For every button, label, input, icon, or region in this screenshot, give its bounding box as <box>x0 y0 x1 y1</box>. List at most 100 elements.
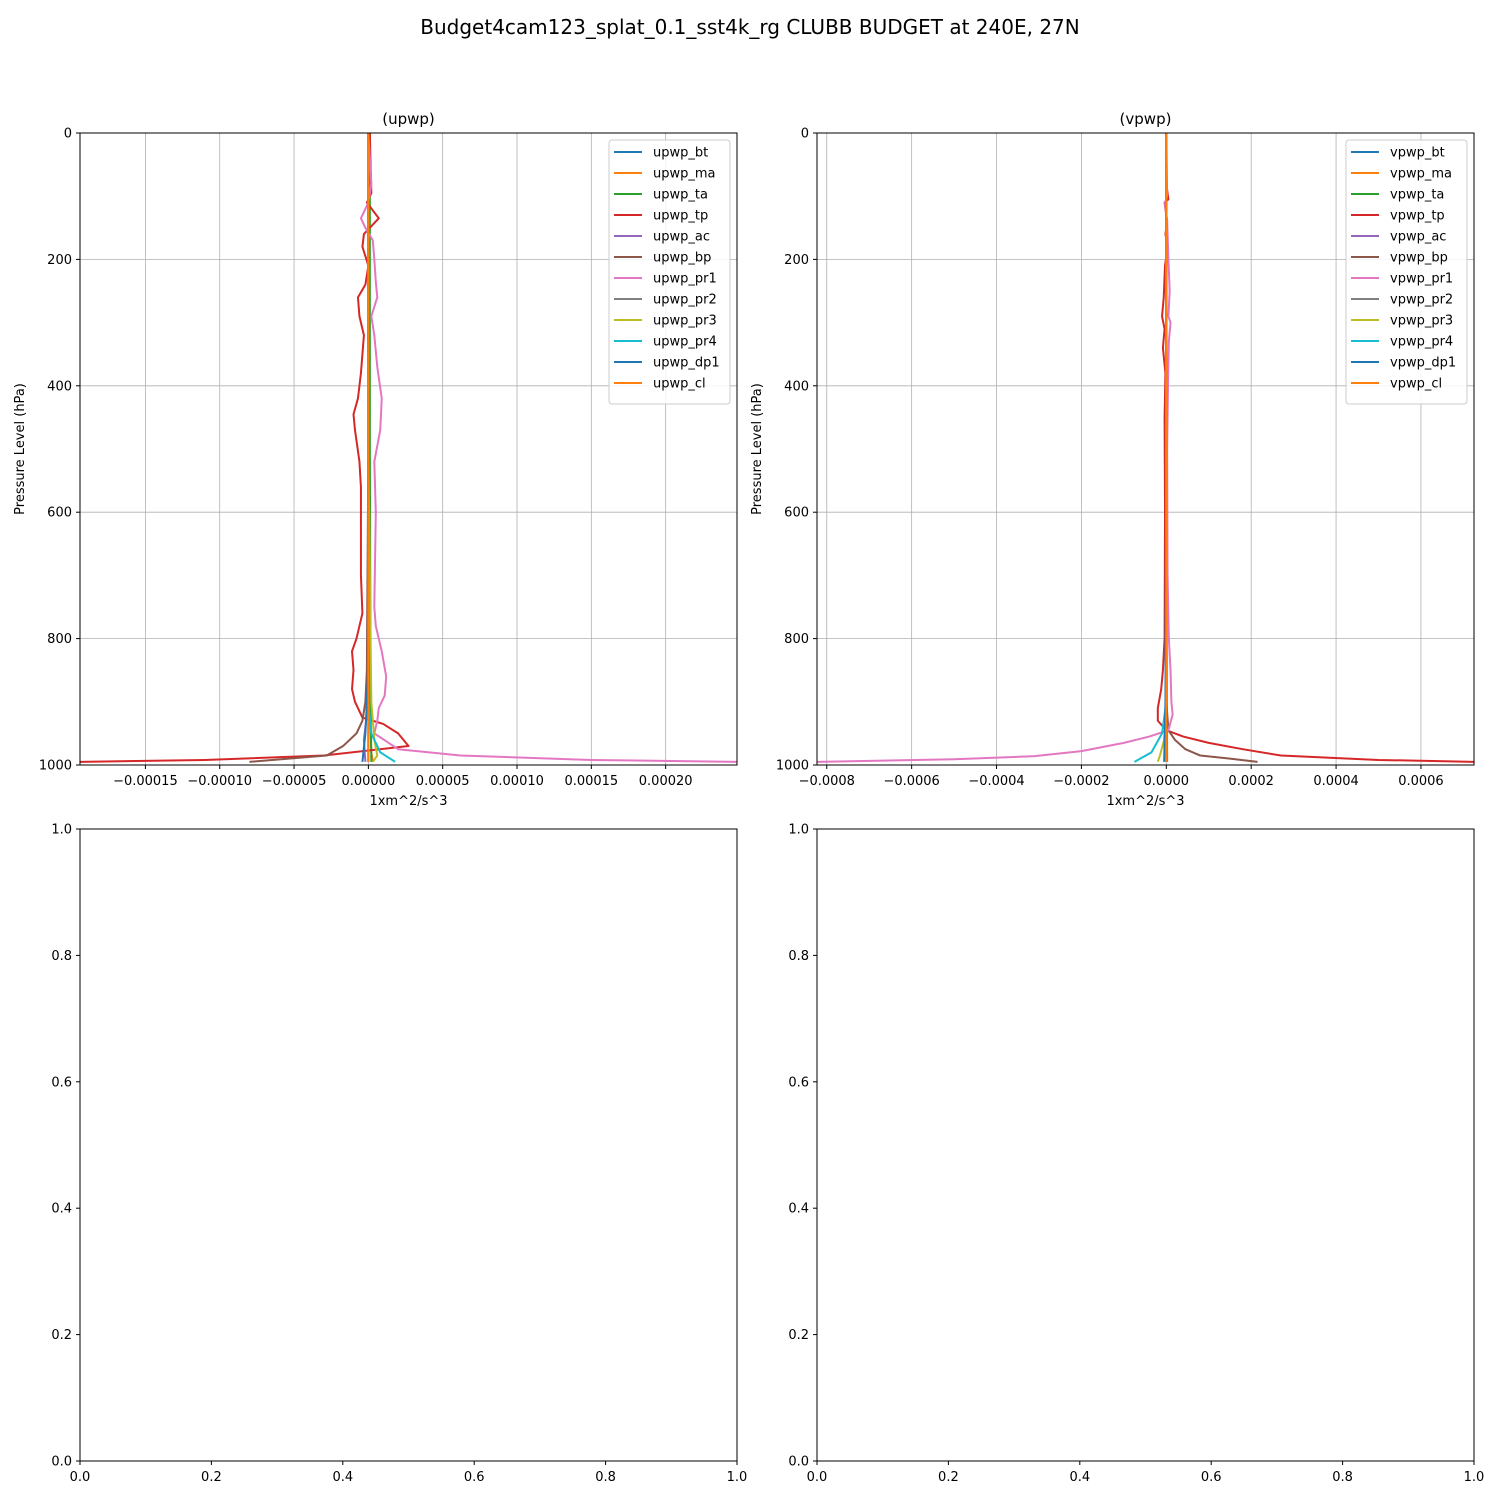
y-tick-label: 400 <box>47 379 72 394</box>
y-tick-label: 0.0 <box>788 1455 809 1470</box>
x-tick-label: −0.0008 <box>799 774 855 789</box>
legend: vpwp_bt vpwp_ma vpwp_ta vpwp_tp vpwp_ac vpwp_… <box>1345 139 1468 405</box>
x-tick-label: −0.0004 <box>968 774 1024 789</box>
legend-label-upwp_ma: upwp_ma <box>653 167 716 182</box>
legend-label-vpwp_ac: vpwp_ac <box>1390 230 1446 245</box>
x-tick-label: −0.00010 <box>187 774 252 789</box>
legend-label-upwp_bp: upwp_bp <box>653 251 711 266</box>
x-tick-label: 0.0000 <box>1144 774 1190 789</box>
y-tick-label: 400 <box>784 379 809 394</box>
y-tick-label: 800 <box>784 632 809 647</box>
x-tick-label: 0.00015 <box>564 774 618 789</box>
x-tick-label: 0.2 <box>938 1470 959 1485</box>
y-tick-label: 600 <box>784 506 809 521</box>
x-axis-label: 1xm^2/s^3 <box>369 794 447 809</box>
y-tick-label: 1.0 <box>788 823 809 838</box>
x-tick-label: 0.0 <box>70 1470 91 1485</box>
legend-label-upwp_dp1: upwp_dp1 <box>653 356 720 371</box>
legend-label-vpwp_pr4: vpwp_pr4 <box>1390 335 1453 350</box>
subplot-1: −0.00015 −0.00010 −0.00005 0.00000 0.00005 0.… <box>13 110 738 809</box>
axes-frame <box>816 132 1475 766</box>
legend: upwp_bt upwp_ma upwp_ta upwp_tp upwp_ac upwp_… <box>608 139 731 405</box>
series-line-upwp_tp <box>80 133 410 763</box>
legend-label-vpwp_cl: vpwp_cl <box>1390 377 1442 392</box>
x-tick-label: 0.00010 <box>490 774 544 789</box>
x-tick-label: −0.00005 <box>262 774 327 789</box>
y-tick-label: 1.0 <box>51 823 72 838</box>
x-tick-label: 0.0004 <box>1313 774 1359 789</box>
legend-label-vpwp_tp: vpwp_tp <box>1390 209 1445 224</box>
legend-label-vpwp_bt: vpwp_bt <box>1390 146 1445 161</box>
legend-label-upwp_pr2: upwp_pr2 <box>653 293 717 308</box>
x-tick-label: 0.4 <box>1069 1470 1090 1485</box>
legend-label-vpwp_pr2: vpwp_pr2 <box>1390 293 1453 308</box>
y-tick-label: 0.8 <box>51 949 72 964</box>
legend-label-upwp_tp: upwp_tp <box>653 209 708 224</box>
series-line-vpwp_bp <box>1165 133 1258 763</box>
x-tick-label: 0.0002 <box>1228 774 1274 789</box>
x-tick-label: 0.6 <box>1201 1470 1222 1485</box>
axes-frame <box>816 828 1475 1462</box>
x-tick-label: 0.00020 <box>639 774 693 789</box>
x-tick-label: −0.0006 <box>883 774 939 789</box>
x-axis-label: 1xm^2/s^3 <box>1106 794 1184 809</box>
x-tick-label: −0.00015 <box>113 774 178 789</box>
legend-box <box>1345 139 1468 405</box>
legend-label-vpwp_ta: vpwp_ta <box>1390 188 1444 203</box>
legend-label-upwp_pr4: upwp_pr4 <box>653 335 717 350</box>
figure-title: Budget4cam123_splat_0.1_sst4k_rg CLUBB B… <box>420 15 1080 39</box>
legend-label-upwp_ta: upwp_ta <box>653 188 708 203</box>
legend-label-upwp_cl: upwp_cl <box>653 377 706 392</box>
subplot-title: (upwp) <box>382 110 435 128</box>
axes-frame <box>79 132 738 766</box>
legend-label-upwp_pr1: upwp_pr1 <box>653 272 717 287</box>
y-tick-label: 600 <box>47 506 72 521</box>
series-line-upwp_bp <box>249 133 370 763</box>
legend-label-upwp_bt: upwp_bt <box>653 146 708 161</box>
legend-label-vpwp_dp1: vpwp_dp1 <box>1390 356 1456 371</box>
x-tick-label: 1.0 <box>727 1470 748 1485</box>
x-tick-label: 0.00005 <box>416 774 470 789</box>
series-line-vpwp_pr4 <box>1133 133 1168 763</box>
x-tick-label: 0.00000 <box>341 774 395 789</box>
x-tick-label: 1.0 <box>1464 1470 1485 1485</box>
y-tick-label: 1000 <box>39 759 72 774</box>
legend-label-vpwp_ma: vpwp_ma <box>1390 167 1452 182</box>
x-tick-label: 0.2 <box>201 1470 222 1485</box>
x-tick-label: 0.6 <box>464 1470 485 1485</box>
y-tick-label: 0.4 <box>51 1202 72 1217</box>
y-tick-label: 800 <box>47 632 72 647</box>
legend-box <box>608 139 731 405</box>
y-tick-label: 0.2 <box>788 1328 809 1343</box>
legend-label-vpwp_pr1: vpwp_pr1 <box>1390 272 1453 287</box>
x-tick-label: 0.4 <box>332 1470 353 1485</box>
y-axis-label: Pressure Level (hPa) <box>13 383 28 515</box>
legend-label-upwp_ac: upwp_ac <box>653 230 710 245</box>
y-tick-label: 0.0 <box>51 1455 72 1470</box>
x-tick-label: 0.8 <box>595 1470 616 1485</box>
subplot-title: (vpwp) <box>1120 110 1172 128</box>
x-tick-label: 0.8 <box>1332 1470 1353 1485</box>
y-tick-label: 0.8 <box>788 949 809 964</box>
x-tick-label: 0.0 <box>807 1470 828 1485</box>
legend-label-vpwp_bp: vpwp_bp <box>1390 251 1448 266</box>
subplot-2: −0.0008 −0.0006 −0.0004 −0.0002 0.0000 0.0002… <box>750 110 1475 809</box>
series-line-upwp_pr4 <box>367 133 396 763</box>
legend-label-upwp_pr3: upwp_pr3 <box>653 314 717 329</box>
legend-label-vpwp_pr3: vpwp_pr3 <box>1390 314 1453 329</box>
y-tick-label: 0 <box>64 127 72 142</box>
series-line-vpwp_pr1 <box>817 133 1174 763</box>
y-tick-label: 200 <box>47 253 72 268</box>
y-tick-label: 0 <box>801 127 809 142</box>
x-tick-label: 0.0006 <box>1398 774 1444 789</box>
series-line-upwp_pr1 <box>359 133 737 763</box>
x-tick-label: −0.0002 <box>1053 774 1109 789</box>
y-tick-label: 200 <box>784 253 809 268</box>
y-tick-label: 0.2 <box>51 1328 72 1343</box>
y-axis-label: Pressure Level (hPa) <box>750 383 765 515</box>
y-tick-label: 0.6 <box>788 1075 809 1090</box>
y-tick-label: 0.6 <box>51 1075 72 1090</box>
y-tick-label: 1000 <box>776 759 809 774</box>
subplot-4: 0.0 0.2 0.4 0.6 0.8 1.0 0.0 0.2 0.4 0.6 0.8 1.0 <box>788 823 1484 1486</box>
